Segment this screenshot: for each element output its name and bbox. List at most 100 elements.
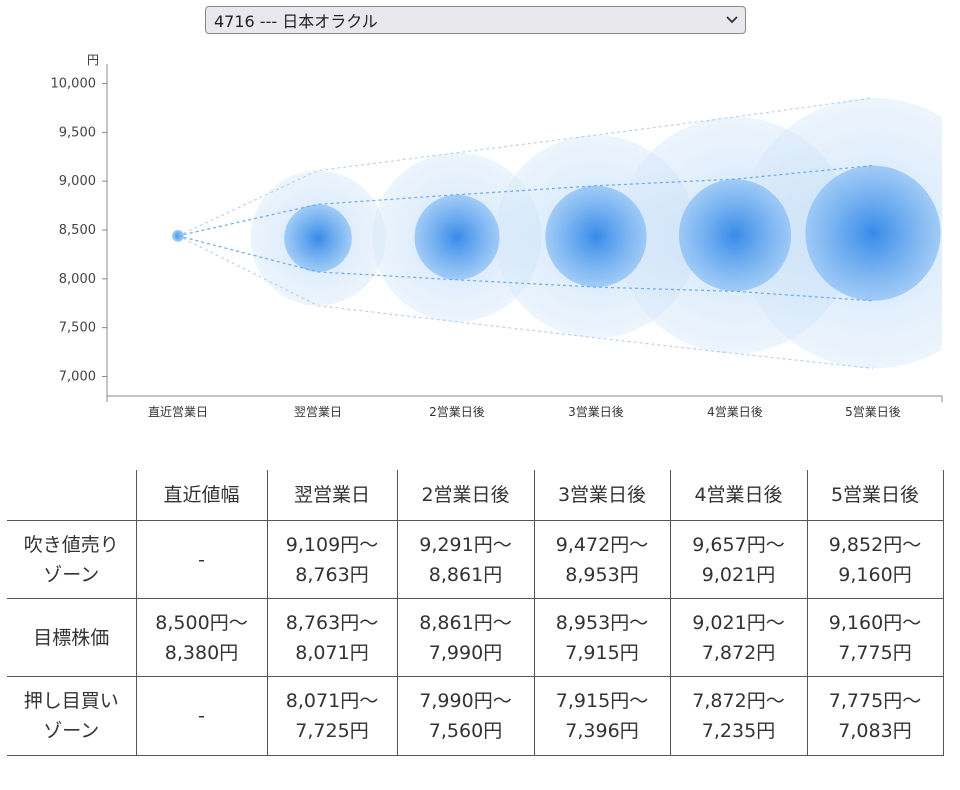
table-row: 目標株価 8,500円～ 8,380円 8,763円～ 8,071円 8,861円～ 7,9… xyxy=(7,598,944,677)
row-label: 吹き値売り ゾーン xyxy=(7,520,137,599)
row-label: 押し目買い ゾーン xyxy=(7,676,137,756)
cell-line: 8,071円 xyxy=(295,641,369,664)
x-tick-label: 直近営業日 xyxy=(148,405,208,419)
table-header-cell: 5営業日後 xyxy=(806,470,944,521)
cell-line: 8,763円～ xyxy=(285,611,379,634)
forecast-table: 直近値幅 翌営業日 2営業日後 3営業日後 4営業日後 5営業日後 吹き値売りゾーン - 9,… xyxy=(7,470,944,756)
x-tick-label: 3営業日後 xyxy=(568,405,624,419)
cell-line: 9,472円～ xyxy=(555,533,649,556)
cell-line: - xyxy=(198,705,205,727)
table-cell: 8,763円～ 8,071円 xyxy=(266,598,398,677)
cell-line: 9,021円～ xyxy=(692,611,785,634)
target-range-bubble xyxy=(545,185,647,288)
cell-line: 8,953円～ xyxy=(555,611,649,634)
y-tick-label: 8,500 xyxy=(59,223,96,238)
table-cell: 8,953円～ 7,915円 xyxy=(533,598,671,677)
outer-high-line xyxy=(177,97,874,237)
y-axis-unit-label: 円 xyxy=(87,53,99,67)
cell-line: 8,861円～ xyxy=(419,611,512,634)
table-header-corner xyxy=(7,470,137,521)
cell-line: 9,291円～ xyxy=(419,533,512,556)
x-tick-label: 5営業日後 xyxy=(845,405,901,419)
target-low-line xyxy=(177,235,874,302)
table-header-cell: 2営業日後 xyxy=(396,470,535,521)
cell-line: 7,872円 xyxy=(701,641,776,664)
y-tick-label: 9,500 xyxy=(59,125,96,140)
row-label-line: ゾーン xyxy=(43,563,100,586)
table-header-cell: 4営業日後 xyxy=(669,470,808,521)
row-label-line: 吹き値売り xyxy=(23,533,119,556)
table-cell: 7,915円～ 7,396円 xyxy=(533,676,671,756)
target-range-bubble xyxy=(805,165,941,301)
cell-line: 8,763円 xyxy=(295,563,369,586)
table-cell: 7,775円～ 7,083円 xyxy=(806,676,944,756)
y-tick-label: 10,000 xyxy=(51,77,97,92)
outer-low-line xyxy=(177,235,874,369)
cell-line: 7,990円 xyxy=(428,641,503,664)
cell-line: 9,657円～ xyxy=(692,533,785,556)
forecast-table-wrapper: 直近値幅 翌営業日 2営業日後 3営業日後 4営業日後 5営業日後 吹き値売りゾーン - 9,… xyxy=(7,470,944,756)
table-header-row: 直近値幅 翌営業日 2営業日後 3営業日後 4営業日後 5営業日後 xyxy=(7,470,944,521)
x-tick-label: 翌営業日 xyxy=(294,405,342,419)
table-cell: 7,990円～ 7,560円 xyxy=(396,676,535,756)
y-tick-label: 8,000 xyxy=(59,272,96,287)
cell-line: 7,990円～ xyxy=(419,690,512,712)
table-header-cell: 翌営業日 xyxy=(266,470,398,521)
table-cell: 9,291円～ 8,861円 xyxy=(396,520,535,599)
cell-line: 8,380円 xyxy=(164,641,239,664)
cell-line: 7,235円 xyxy=(701,720,776,742)
cell-line: 7,872円～ xyxy=(692,690,785,712)
row-label-line: 押し目買い xyxy=(23,690,119,712)
table-cell: 9,160円～ 7,775円 xyxy=(806,598,944,677)
table-header-cell: 直近値幅 xyxy=(135,470,268,521)
y-tick-labels: 7,000 7,500 8,000 8,500 9,000 9,500 10,000 xyxy=(51,77,107,384)
table-cell: 8,500円～ 8,380円 xyxy=(135,598,268,677)
table-cell: 9,021円～ 7,872円 xyxy=(669,598,808,677)
row-label-line: ゾーン xyxy=(43,720,100,742)
table-cell: 8,861円～ 7,990円 xyxy=(396,598,535,677)
table-cell: - xyxy=(135,676,268,756)
target-range-bubble xyxy=(414,194,500,280)
table-row: 押し目買いゾーン - 8,071円～ 7,725円 7,990円～ 7,560円 7,915… xyxy=(7,676,944,756)
cell-line: 9,852円～ xyxy=(828,533,922,556)
row-label: 目標株価 xyxy=(7,598,137,677)
cell-line: 7,915円 xyxy=(565,641,639,664)
y-tick-label: 7,500 xyxy=(59,321,96,336)
inner-bubbles xyxy=(172,165,941,301)
table-cell: 7,872円～ 7,235円 xyxy=(669,676,808,756)
target-high-line xyxy=(177,164,874,237)
x-tick-label: 2営業日後 xyxy=(429,405,485,419)
table-row: 吹き値売りゾーン - 9,109円～ 8,763円 9,291円～ 8,861円 9,472… xyxy=(7,520,944,599)
cell-line: 7,725円 xyxy=(295,720,369,742)
table-cell: 9,657円～ 9,021円 xyxy=(669,520,808,599)
table-cell: - xyxy=(135,520,268,599)
cell-line: 7,396円 xyxy=(565,720,639,742)
target-range-bubble xyxy=(284,204,352,272)
cell-line: 8,071円～ xyxy=(285,690,379,712)
chevron-down-icon xyxy=(719,7,745,33)
forecast-bubble-chart: 円 7,000 7,500 8,000 8,500 9,000 9,500 10,000 直… xyxy=(51,53,943,419)
x-tick-label: 4営業日後 xyxy=(707,405,763,419)
target-range-bubble xyxy=(678,179,792,292)
y-tick-label: 9,000 xyxy=(59,174,96,189)
cell-line: 7,560円 xyxy=(428,720,503,742)
cell-line: 7,775円 xyxy=(838,641,912,664)
cell-line: 7,083円 xyxy=(838,720,912,742)
table-header-cell: 3営業日後 xyxy=(533,470,671,521)
cell-line: 9,021円 xyxy=(701,563,776,586)
cell-line: 9,160円～ xyxy=(828,611,922,634)
stock-select-value: 4716 --- 日本オラクル xyxy=(214,12,378,31)
cell-line: 9,160円 xyxy=(838,563,912,586)
row-label-line: 目標株価 xyxy=(33,626,110,649)
cell-line: 7,915円～ xyxy=(555,690,649,712)
table-body: 吹き値売りゾーン - 9,109円～ 8,763円 9,291円～ 8,861円 9,472… xyxy=(7,520,944,756)
table-cell: 9,472円～ 8,953円 xyxy=(533,520,671,599)
cell-line: 9,109円～ xyxy=(285,533,379,556)
cell-line: 8,953円 xyxy=(565,563,639,586)
cell-line: 8,861円 xyxy=(428,563,503,586)
y-tick-label: 7,000 xyxy=(59,369,96,384)
table-cell: 8,071円～ 7,725円 xyxy=(266,676,398,756)
stock-select[interactable]: 4716 --- 日本オラクル xyxy=(205,6,746,34)
cell-line: - xyxy=(198,548,205,571)
table-cell: 9,109円～ 8,763円 xyxy=(266,520,398,599)
